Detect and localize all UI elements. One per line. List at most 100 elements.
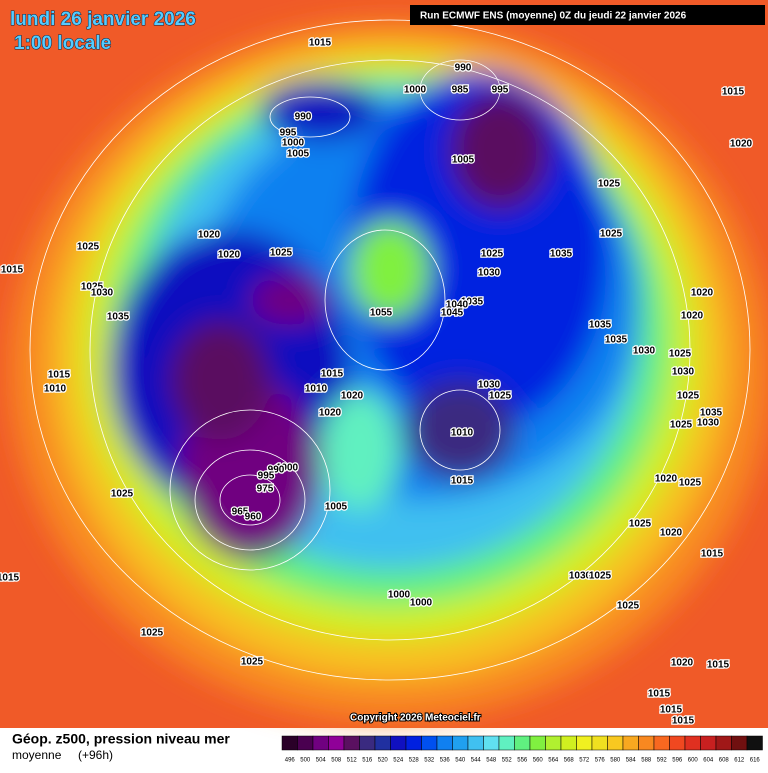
- scale-swatch: [560, 735, 577, 751]
- isobar-label: 1015: [707, 660, 730, 671]
- scale-swatch: [452, 735, 469, 751]
- footer-subtitle: moyenne: [12, 748, 62, 762]
- scale-swatch: [607, 735, 624, 751]
- isobar-label: 975: [257, 484, 274, 495]
- scale-swatch: [715, 735, 732, 751]
- scale-swatch: [731, 735, 748, 751]
- isobar-label: 1000: [404, 85, 427, 96]
- isobar-label: 1020: [198, 230, 221, 241]
- scale-label: 544: [471, 758, 482, 764]
- scale-label: 508: [331, 758, 342, 764]
- isobar-label: 995: [258, 471, 275, 482]
- scale-label: 516: [362, 758, 373, 764]
- scale-label: 568: [564, 758, 575, 764]
- isobar-label: 1025: [598, 179, 621, 190]
- isobars: [29, 19, 751, 681]
- isobar-label: 995: [492, 85, 509, 96]
- scale-swatch: [374, 735, 391, 751]
- scale-swatch: [529, 735, 546, 751]
- isobar-label: 1020: [691, 288, 714, 299]
- isobar-label: 1025: [679, 478, 702, 489]
- isobar-label: 1030: [633, 346, 656, 357]
- isobar-label: 960: [245, 512, 262, 523]
- isobar-label: 1015: [0, 573, 20, 584]
- scale-label: 532: [424, 758, 435, 764]
- isobar-label: 1000: [410, 598, 433, 609]
- scale-label: 536: [440, 758, 451, 764]
- scale-swatch: [684, 735, 701, 751]
- scale-swatch: [498, 735, 515, 751]
- isobar-label: 1000: [282, 138, 305, 149]
- scale-label: 588: [641, 758, 652, 764]
- isobar-label: 1025: [77, 242, 100, 253]
- isobar-label: 1035: [461, 297, 484, 308]
- isobar-label: 1020: [341, 391, 364, 402]
- scale-swatch: [390, 735, 407, 751]
- scale-label: 500: [300, 758, 311, 764]
- isobar-label: 1015: [48, 370, 71, 381]
- isobar-label: 985: [452, 85, 469, 96]
- scale-label: 608: [719, 758, 730, 764]
- isobar-label: 1020: [319, 408, 342, 419]
- isobar-label: 1010: [451, 428, 474, 439]
- isobar-label: 1030: [478, 380, 501, 391]
- isobar-label: 995: [280, 128, 297, 139]
- isobar-label: 1020: [655, 474, 678, 485]
- scale-swatch: [281, 735, 298, 751]
- map-title: lundi 26 janvier 2026: [10, 9, 196, 30]
- isobar-label: 990: [455, 63, 472, 74]
- scale-label: 548: [486, 758, 497, 764]
- isobar-label: 1015: [701, 549, 724, 560]
- scale-label: 556: [517, 758, 528, 764]
- isobar-label: 1035: [550, 249, 573, 260]
- isobar-label: 965: [232, 507, 249, 518]
- run-info: Run ECMWF ENS (moyenne) 0Z du jeudi 22 j…: [420, 11, 687, 22]
- scale-swatch: [359, 735, 376, 751]
- scale-label: 528: [409, 758, 420, 764]
- isobar-label: 1030: [569, 571, 592, 582]
- scale-label: 616: [750, 758, 761, 764]
- isobar-label: 990: [268, 465, 285, 476]
- isobar-label: 1010: [305, 384, 328, 395]
- isobar-label: 1015: [722, 87, 745, 98]
- isobar-label: 1025: [270, 248, 293, 259]
- scale-label: 560: [533, 758, 544, 764]
- isobar-label: 1020: [218, 250, 241, 261]
- isobar-label: 1025: [81, 282, 104, 293]
- scale-swatch: [405, 735, 422, 751]
- scale-swatch: [297, 735, 314, 751]
- isobar-label: 1025: [489, 391, 512, 402]
- isobar-label: 1035: [700, 408, 723, 419]
- scale-swatch: [312, 735, 329, 751]
- scale-swatch: [421, 735, 438, 751]
- isobar-label: 1020: [730, 139, 753, 150]
- scale-label: 580: [610, 758, 621, 764]
- scale-label: 552: [502, 758, 513, 764]
- scale-label: 584: [626, 758, 637, 764]
- scale-label: 604: [703, 758, 714, 764]
- scale-swatch: [343, 735, 360, 751]
- isobar-label: 1035: [589, 320, 612, 331]
- scale-label: 540: [455, 758, 466, 764]
- isobar-label: 1055: [370, 308, 393, 319]
- scale-swatch: [483, 735, 500, 751]
- isobar-label: 1015: [672, 716, 695, 727]
- isobar-label: 1025: [629, 519, 652, 530]
- scale-swatch: [467, 735, 484, 751]
- scale-label: 520: [378, 758, 389, 764]
- isobar-label: 1030: [672, 367, 695, 378]
- isobar-label: 1010: [44, 384, 67, 395]
- isobar-label: 1020: [660, 528, 683, 539]
- scale-swatch: [328, 735, 345, 751]
- isobar-label: 1030: [91, 288, 114, 299]
- isobar-label: 1015: [1, 265, 24, 276]
- isobar-label: 1030: [697, 418, 720, 429]
- scale-swatch: [638, 735, 655, 751]
- isobar-label: 1020: [671, 658, 694, 669]
- scale-label: 496: [285, 758, 296, 764]
- scale-swatch: [700, 735, 717, 751]
- isobar-label: 1025: [677, 391, 700, 402]
- isobar-label: 990: [295, 112, 312, 123]
- isobar-label: 1015: [648, 689, 671, 700]
- scale-swatch: [576, 735, 593, 751]
